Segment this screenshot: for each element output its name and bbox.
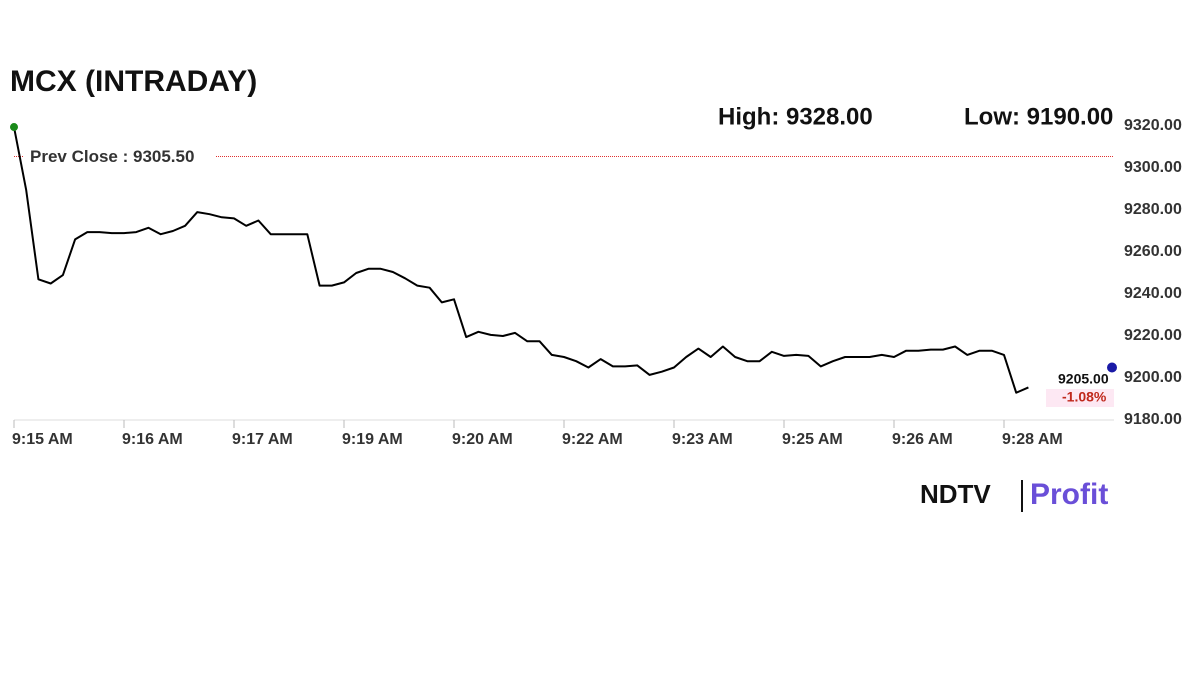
x-tick-label: 9:28 AM <box>1002 431 1063 448</box>
change-bg <box>1046 389 1114 407</box>
x-tick-label: 9:26 AM <box>892 431 953 448</box>
y-tick-label: 9320.00 <box>1124 117 1182 134</box>
y-tick-label: 9220.00 <box>1124 327 1182 344</box>
y-tick-label: 9260.00 <box>1124 243 1182 260</box>
y-tick-label: 9240.00 <box>1124 285 1182 302</box>
price-line <box>13 126 1029 394</box>
low-text: Low: 9190.00 <box>964 103 1113 130</box>
x-tick-label: 9:20 AM <box>452 431 513 448</box>
start-dot <box>10 123 18 132</box>
x-tick-label: 9:25 AM <box>782 431 843 448</box>
x-tick-label: 9:22 AM <box>562 431 623 448</box>
logo-left: NDTV <box>920 479 991 509</box>
prev-close-bg <box>24 144 216 167</box>
high-text: High: 9328.00 <box>718 103 873 130</box>
y-tick-label: 9180.00 <box>1124 411 1182 428</box>
x-tick-label: 9:16 AM <box>122 431 183 448</box>
x-tick-label: 9:15 AM <box>12 431 73 448</box>
chart-title: MCX (INTRADAY) <box>10 65 257 98</box>
change-label: -1.08% <box>1062 389 1107 405</box>
last-price-label: 9205.00 <box>1058 371 1109 387</box>
x-tick-label: 9:19 AM <box>342 431 403 448</box>
y-tick-label: 9200.00 <box>1124 369 1182 386</box>
x-tick-label: 9:17 AM <box>232 431 293 448</box>
y-tick-label: 9280.00 <box>1124 201 1182 218</box>
prev-close-label: Prev Close : 9305.50 <box>30 147 194 166</box>
last-price-dot <box>1107 362 1117 373</box>
logo-right: Profit <box>1030 478 1108 511</box>
y-tick-label: 9300.00 <box>1124 159 1182 176</box>
x-tick-label: 9:23 AM <box>672 431 733 448</box>
